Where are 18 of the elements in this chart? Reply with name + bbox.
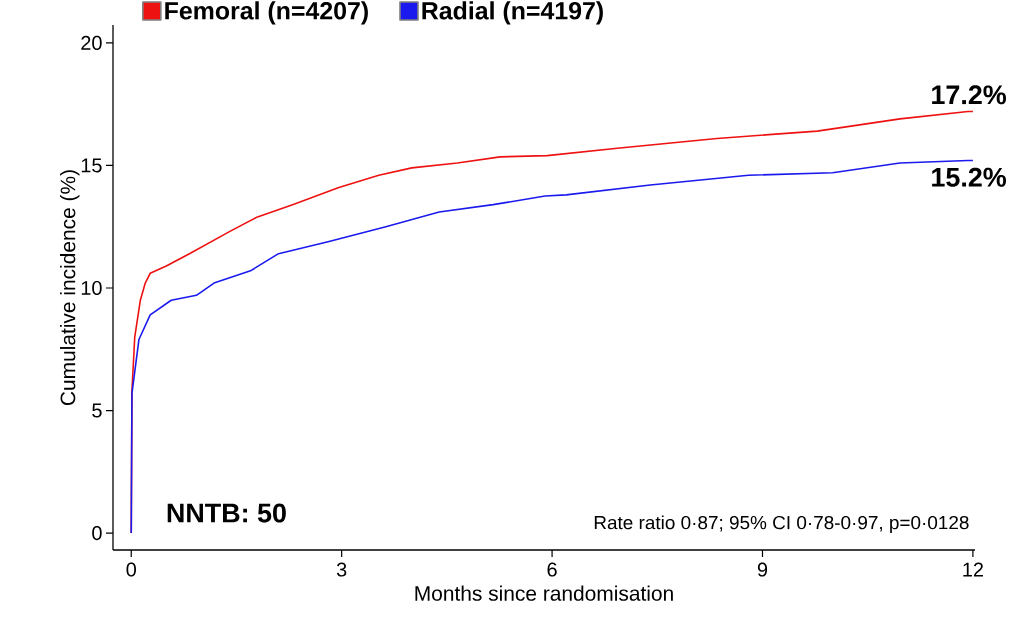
annotation: NNTB: 50 [167,503,286,523]
y-tick-label: 5 [92,403,102,418]
x-tick-label: 6 [547,562,557,577]
y-tick-label: 15 [81,158,102,173]
annotation: Rate ratio 0·87; 95% CI 0·78-0·97, p=0·0128 [594,515,969,534]
y-tick-label: 0 [92,526,102,541]
x-tick-label: 0 [126,562,136,577]
y-tick-label: 20 [81,35,102,50]
y-axis-title: Cumulative incidence (%) [59,170,80,406]
x-tick-label: 3 [336,562,347,577]
x-axis-title: Months since randomisation [415,585,673,601]
y-tick-label: 10 [81,280,102,296]
annotation: 17.2% [932,85,1006,105]
x-tick-label: 12 [963,562,983,577]
legend-label: Femoral (n=4207) [165,1,368,25]
legend-label: Radial (n=4197) [422,1,603,25]
annotation: 15.2% [932,167,1006,187]
x-tick-label: 9 [757,562,768,577]
